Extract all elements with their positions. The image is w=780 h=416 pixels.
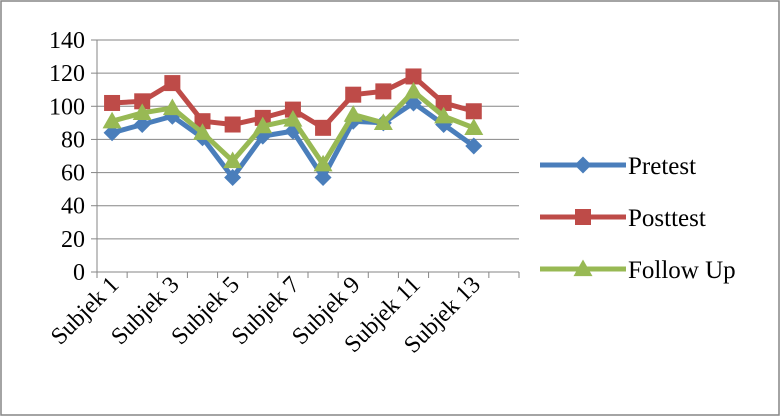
y-tick-label: 100 [49, 94, 85, 120]
point-marker [194, 113, 211, 130]
point-marker [253, 116, 273, 134]
point-marker [375, 83, 392, 100]
point-marker [284, 101, 301, 118]
point-marker [343, 105, 363, 122]
y-tick-labels: 0 20 40 60 80 100 120 140 [49, 28, 85, 286]
point-marker [223, 151, 243, 169]
y-tick-label: 40 [61, 194, 85, 220]
point-marker [162, 98, 182, 116]
point-marker [164, 75, 181, 92]
point-marker [103, 124, 121, 142]
legend-entry: Posttest [540, 205, 706, 232]
axes [91, 39, 520, 278]
legend: Pretest Posttest Follow Up [540, 153, 736, 284]
y-tick-label: 20 [61, 227, 85, 253]
y-tick-label: 60 [61, 161, 85, 187]
y-tick-label: 0 [73, 260, 85, 286]
y-tick-label: 140 [49, 28, 85, 54]
point-marker [435, 94, 452, 111]
series-follow-up [102, 81, 484, 172]
point-marker [132, 103, 152, 121]
series-group [102, 68, 484, 187]
point-marker [464, 118, 484, 135]
point-marker [315, 119, 332, 136]
point-marker [434, 106, 454, 124]
point-marker [575, 209, 591, 225]
point-marker [193, 123, 212, 140]
point-marker [224, 116, 241, 133]
y-tick-label: 80 [61, 127, 85, 153]
point-marker [345, 86, 362, 103]
point-marker [104, 94, 121, 111]
point-marker [314, 169, 332, 187]
point-marker [283, 110, 303, 127]
point-marker [404, 81, 423, 99]
legend-entry: Follow Up [540, 257, 736, 284]
point-marker [373, 113, 393, 130]
legend-entry: Pretest [540, 153, 696, 180]
series-posttest [104, 68, 482, 136]
point-marker [573, 259, 593, 277]
point-marker [465, 137, 483, 155]
point-marker [102, 111, 122, 129]
point-marker [133, 116, 151, 134]
point-marker [574, 156, 592, 174]
point-marker [313, 154, 333, 172]
point-marker [405, 68, 422, 85]
legend-label: Posttest [628, 205, 706, 232]
point-marker [134, 93, 151, 110]
point-marker [224, 169, 242, 187]
legend-label: Follow Up [628, 257, 736, 284]
y-tick-label: 120 [49, 61, 85, 87]
point-marker [465, 103, 482, 120]
legend-label: Pretest [628, 153, 696, 180]
